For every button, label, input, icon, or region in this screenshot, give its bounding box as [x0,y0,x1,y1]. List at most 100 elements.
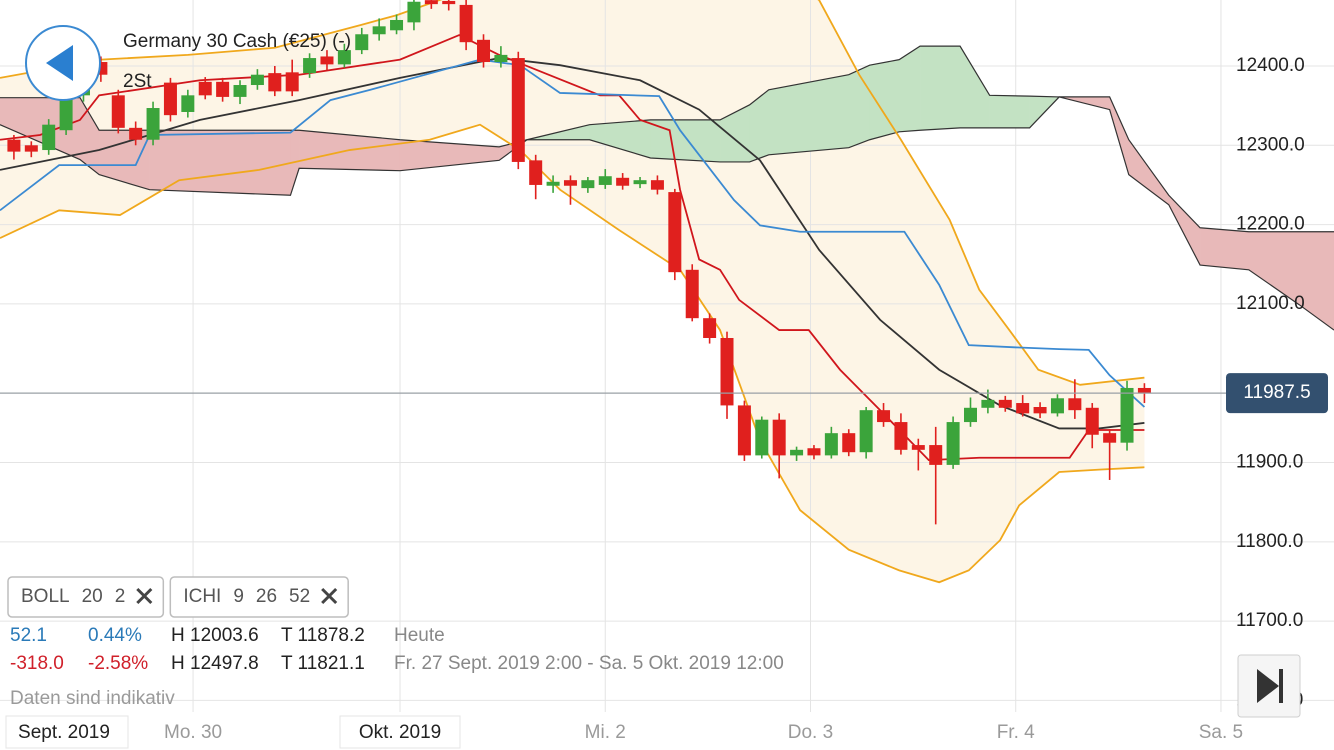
date-axis-bg [0,714,1334,750]
y-tick-label: 11700.0 [1236,610,1303,631]
candle-body [42,124,56,151]
candle-body [181,95,195,112]
candle-body [163,82,177,116]
candle-body [233,85,247,97]
candle-body [842,433,856,453]
period-label: Sept. 2019 [18,722,110,743]
candle-body [529,160,543,185]
indicator-param: 52 [289,586,310,607]
period-box [5,715,129,749]
indicator-param: 26 [256,586,277,607]
current-price-box [1226,373,1328,414]
stat-value: Fr. 27 Sept. 2019 2:00 - Sa. 5 Okt. 2019… [394,653,784,674]
stat-value: T 11878.2 [281,625,365,646]
indicator-param: 20 [82,586,103,607]
plot-area [0,0,1334,712]
candle-body [877,410,891,423]
candle-body [929,445,943,465]
candle-body [59,95,73,131]
candle-body [1103,433,1117,443]
stat-value: -318.0 [10,653,64,674]
y-tick-label: 11900.0 [1236,452,1303,473]
cloud-edge [0,96,1334,233]
candle-body [737,405,751,456]
candle-body [494,54,508,63]
candle-body [424,0,438,5]
x-tick-label: Mi. 2 [585,722,626,743]
candle-body [946,422,960,465]
chip-border [169,576,349,618]
candle-body [1120,387,1134,443]
candle-body [1068,398,1082,411]
candle-body [685,269,699,319]
stat-value: 0.44% [88,625,142,646]
jump-end-bar [1279,669,1283,703]
candle-body [285,72,299,92]
indicator-name: ICHI [183,586,221,607]
y-tick-label: 12400.0 [1236,55,1305,76]
candle-body [250,74,264,86]
disclaimer: Daten sind indikativ [10,688,175,709]
candle-body [390,19,404,31]
candle-body [1016,403,1030,414]
indicator-chip[interactable]: BOLL 20 2 [7,576,165,618]
candle-body [477,39,491,63]
candle-body [581,180,595,189]
cloud-fill [919,45,961,131]
candle-body [563,180,577,186]
candle-body [1085,407,1099,435]
x-tick-label: Sa. 5 [1199,722,1243,743]
candle-body [703,318,717,339]
indicator-line [0,34,1145,462]
candle-body [859,410,873,453]
jump-end-icon [1257,669,1279,703]
indicator-line [0,58,1146,408]
cloud-fill [650,119,721,163]
indicator-param: 2 [115,586,126,607]
candle-body [129,127,143,140]
cloud-fill [869,59,900,141]
stat-value: H 12003.6 [171,625,259,646]
indicator-param: 9 [233,586,244,607]
y-tick-label: 12200.0 [1236,214,1305,235]
candle-body [616,177,630,186]
interval: 2St [123,71,152,92]
back-icon [46,45,73,81]
chip-border [7,576,165,618]
candle-body [1137,387,1151,393]
stat-value: Heute [394,625,445,646]
y-tick-label: 11800.0 [1236,531,1303,552]
y-tick-label: 12300.0 [1236,134,1305,155]
candle-body [198,81,212,96]
candle-body [372,26,386,35]
indicator-name: BOLL [21,586,70,607]
cloud-fill [989,95,1030,129]
current-price-label: 11987.5 [1243,382,1310,403]
cloud-fill [898,45,921,133]
ui-layer: Germany 30 Cash (€25) (-) 2St 12400.0 123… [0,25,1334,750]
candle-body [146,108,160,140]
instrument-title: Germany 30 Cash (€25) (-) [123,31,351,52]
indicator-chip[interactable]: ICHI 9 26 52 [169,576,349,618]
candle-body [407,1,421,23]
candle-body [963,407,977,423]
remove-icon[interactable] [321,587,338,605]
candle-body [1033,407,1047,414]
candle-body [459,4,473,43]
x-tick-label: Mo. 30 [164,722,222,743]
candle-body [598,176,612,185]
indicator-line [0,0,1145,386]
remove-icon[interactable] [136,587,153,605]
candle-body [772,419,786,456]
candle-body [911,445,925,450]
candle-body [111,95,125,128]
stat-value: 52.1 [10,625,47,646]
candle-body [337,50,351,65]
cloud-edge [0,45,1334,331]
indicator-line [0,123,1145,584]
candle-body [355,34,369,51]
candle-body [303,58,317,74]
candle-body [720,338,734,406]
x-tick-label: Do. 3 [788,722,833,743]
